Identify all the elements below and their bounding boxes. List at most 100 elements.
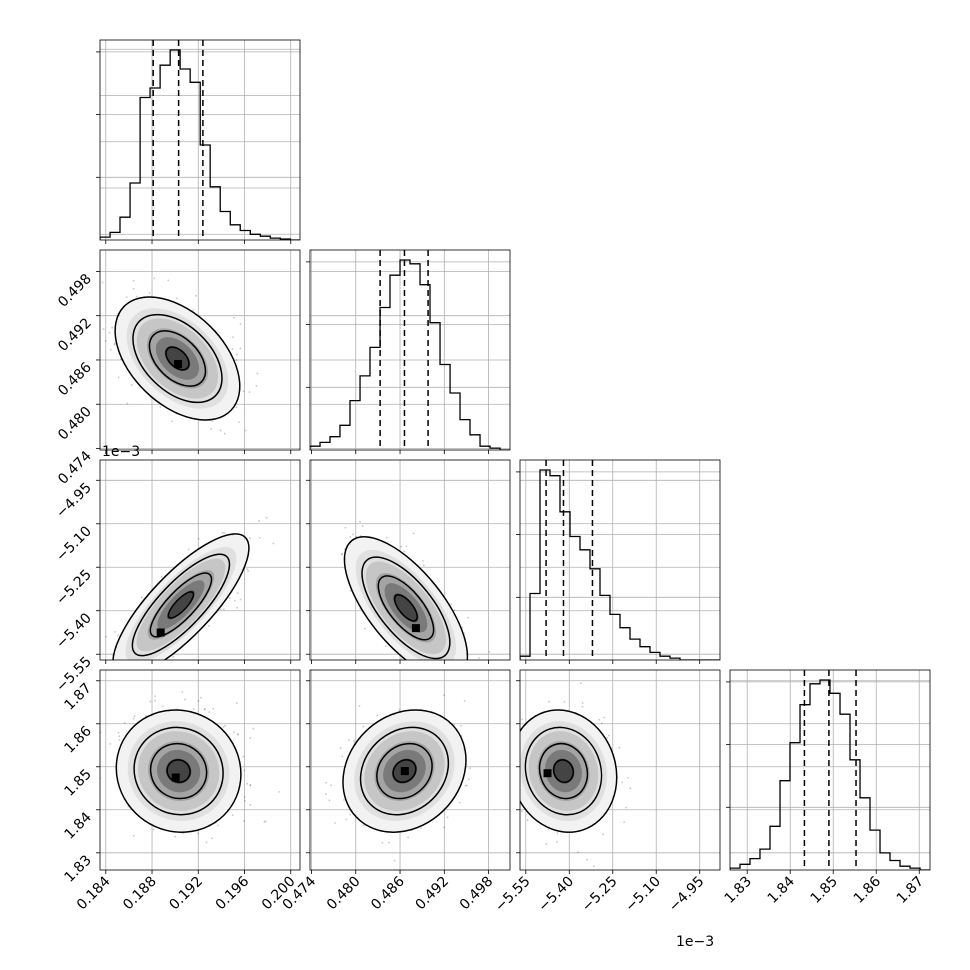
scatter-point bbox=[135, 295, 138, 298]
scatter-point bbox=[252, 727, 255, 730]
scatter-point bbox=[174, 835, 177, 838]
contour-line bbox=[133, 726, 224, 816]
scatter-point bbox=[450, 603, 452, 606]
scatter-point bbox=[556, 840, 558, 843]
scatter-point bbox=[244, 800, 246, 802]
scatter-point bbox=[148, 292, 151, 294]
density-level bbox=[393, 593, 419, 623]
scatter-point bbox=[233, 599, 236, 602]
scatter-point bbox=[330, 784, 333, 787]
scatter-point bbox=[114, 342, 116, 345]
scatter-point bbox=[443, 694, 445, 697]
scatter-point bbox=[325, 781, 327, 784]
panel-frame bbox=[309, 669, 511, 871]
scatter-point bbox=[264, 820, 267, 822]
scatter-point bbox=[172, 655, 175, 658]
scatter-point bbox=[109, 348, 112, 351]
x-tick-label: 0.188 bbox=[120, 874, 160, 914]
scatter-point bbox=[146, 675, 148, 677]
scatter-point bbox=[581, 702, 584, 704]
scatter-point bbox=[434, 665, 436, 667]
scatter-point bbox=[232, 336, 234, 338]
scatter-point bbox=[603, 716, 606, 719]
scatter-point bbox=[242, 820, 245, 822]
scatter-point bbox=[197, 537, 200, 540]
y-tick-label: −5.40 bbox=[53, 610, 95, 652]
scatter-point bbox=[545, 843, 548, 845]
scatter-point bbox=[608, 734, 610, 737]
mode-pixel bbox=[543, 769, 552, 778]
scatter-point bbox=[347, 739, 350, 742]
scatter-point bbox=[236, 353, 238, 356]
scatter-point bbox=[204, 707, 206, 710]
scatter-point bbox=[467, 616, 470, 619]
panel-frame bbox=[309, 249, 511, 451]
scatter-point bbox=[513, 778, 515, 780]
y-tick-label: 0.480 bbox=[55, 404, 95, 444]
scatter-point bbox=[265, 516, 268, 519]
scatter-point bbox=[154, 699, 156, 702]
panel-frame bbox=[99, 459, 301, 661]
scatter-point bbox=[132, 287, 135, 290]
contour-line bbox=[114, 296, 241, 421]
scatter-point bbox=[228, 597, 231, 600]
scatter-point bbox=[233, 316, 235, 319]
scatter-point bbox=[133, 715, 136, 718]
y-tick-label: 1.86 bbox=[61, 723, 94, 756]
y-tick-label: 0.474 bbox=[55, 448, 95, 488]
scatter-point bbox=[111, 326, 114, 329]
scatter-point bbox=[468, 663, 470, 665]
scatter-point bbox=[507, 749, 509, 751]
contour-line bbox=[343, 536, 469, 660]
scatter-point bbox=[598, 718, 601, 721]
scatter-point bbox=[123, 722, 126, 725]
scatter-point bbox=[236, 606, 239, 609]
x-tick-label: −5.55 bbox=[492, 874, 534, 916]
contour-line bbox=[377, 575, 435, 641]
panel-frame bbox=[99, 669, 301, 871]
scatter-point bbox=[456, 667, 458, 669]
scatter-point bbox=[141, 674, 143, 676]
scatter-point bbox=[149, 700, 152, 703]
scatter-point bbox=[102, 673, 104, 675]
scatter-point bbox=[586, 858, 588, 861]
scatter-point bbox=[153, 277, 156, 280]
scatter-point bbox=[104, 339, 107, 342]
scatter-point bbox=[255, 385, 258, 387]
scatter-point bbox=[140, 596, 143, 599]
scatter-point bbox=[364, 627, 366, 630]
scatter-point bbox=[238, 421, 241, 424]
scatter-point bbox=[448, 666, 450, 668]
scatter-point bbox=[421, 662, 423, 664]
x-tick-label: 0.498 bbox=[457, 874, 497, 914]
x-tick-label: 0.192 bbox=[166, 874, 206, 914]
scatter-point bbox=[446, 816, 449, 819]
scatter-point bbox=[101, 281, 104, 284]
scatter-point bbox=[152, 828, 155, 831]
scatter-point bbox=[244, 429, 247, 432]
scatter-point bbox=[404, 663, 406, 665]
scatter-point bbox=[388, 841, 390, 844]
mode-pixel bbox=[411, 624, 420, 633]
scatter-point bbox=[239, 323, 242, 325]
scatter-point bbox=[376, 714, 379, 717]
scatter-point bbox=[325, 793, 327, 796]
panel-frame bbox=[519, 669, 721, 871]
scatter-point bbox=[223, 432, 226, 435]
x-tick-label: 0.492 bbox=[412, 874, 452, 914]
scatter-point bbox=[109, 742, 112, 745]
scatter-point bbox=[381, 841, 384, 844]
scatter-point bbox=[504, 709, 506, 711]
scatter-point bbox=[195, 294, 197, 297]
scatter-point bbox=[219, 608, 222, 611]
scatter-point bbox=[521, 718, 523, 721]
scatter-point bbox=[167, 279, 170, 282]
scatter-point bbox=[147, 662, 149, 664]
contour-line bbox=[520, 709, 618, 833]
scatter-point bbox=[328, 799, 331, 802]
mode-pixel bbox=[400, 767, 409, 776]
y-tick-label: −5.25 bbox=[53, 567, 95, 609]
scatter-point bbox=[478, 657, 481, 659]
scatter-point bbox=[458, 661, 460, 663]
scatter-point bbox=[446, 665, 448, 667]
